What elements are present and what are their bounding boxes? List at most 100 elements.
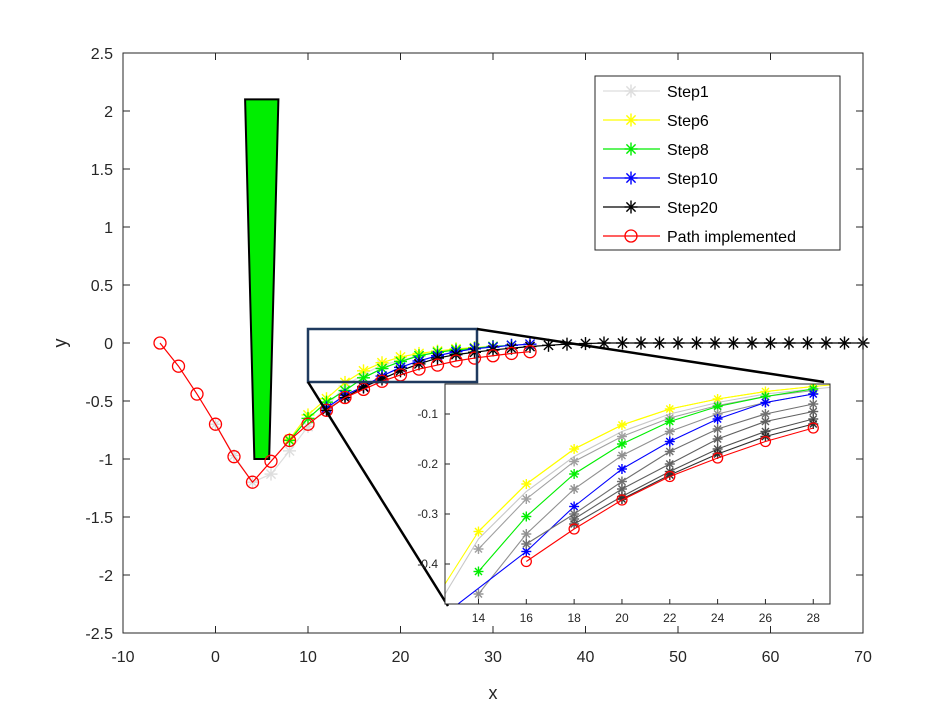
data-point: [431, 351, 444, 365]
data-point: [338, 390, 352, 405]
inset-data-point: [664, 426, 675, 437]
inset-data-point: [521, 546, 532, 557]
y-axis-label: y: [50, 339, 70, 348]
inset-x-tick-label: 24: [711, 611, 725, 625]
inset-data-point: [712, 434, 723, 444]
legend-label: Step1: [667, 84, 709, 101]
data-point: [449, 354, 463, 368]
inset-data-point: [712, 414, 723, 424]
data-point: [671, 336, 685, 350]
data-point: [153, 336, 167, 350]
inset-data-point: [808, 389, 819, 399]
data-point: [708, 336, 722, 350]
inset-data-point: [760, 397, 771, 408]
inset-data-point: [616, 439, 627, 449]
inset-x-tick-label: 22: [663, 611, 677, 625]
legend-marker: [624, 200, 638, 214]
inset-series-curve: [569, 414, 819, 529]
data-point: [375, 362, 389, 376]
legend-marker: [624, 113, 638, 127]
data-point: [523, 345, 537, 359]
main-ticks: -10 0 10 20 30 40 50 60 70 -2.5 -2 -1.5 -1 -0.5 0 0.5 1 1…: [85, 46, 872, 666]
inset-axes: 14 16 18 20 22 24 26 28 -0.4 -0.3 -0.2 -0.1: [417, 383, 831, 625]
data-point: [504, 346, 519, 361]
data-point: [838, 336, 851, 350]
y-tick-label: 1: [104, 220, 113, 237]
inset-y-tick-label: -0.2: [417, 457, 438, 471]
zoom-connector-top: [476, 327, 825, 384]
inset-data-point: [712, 424, 723, 434]
x-tick-label: 10: [299, 649, 317, 666]
inset-data-point: [616, 464, 627, 474]
inset-series-line: [478, 393, 814, 595]
y-tick-label: -1: [99, 452, 113, 469]
y-tick-label: 2.5: [91, 46, 113, 63]
inset-series-curve: [520, 422, 819, 568]
series-path-implemented: [153, 336, 537, 489]
inset-data-point: [521, 539, 532, 549]
inset-data-point: [664, 404, 675, 414]
data-point: [634, 336, 648, 350]
data-point: [505, 341, 518, 355]
inset-plot-area: [445, 384, 830, 604]
inset-data-point: [521, 479, 532, 489]
inset-series-curve: [445, 386, 830, 595]
x-axis-label: x: [489, 683, 498, 703]
inset-x-tick-label: 20: [615, 611, 629, 625]
inset-data-point: [569, 456, 580, 467]
data-point: [264, 454, 278, 468]
inset-series-line: [457, 393, 814, 604]
inset-x-tick-label: 28: [807, 611, 821, 625]
legend-label: Step8: [667, 142, 709, 159]
inset-series-line: [478, 388, 814, 572]
data-point: [745, 336, 759, 350]
y-tick-label: -1.5: [85, 510, 113, 527]
data-point: [227, 450, 241, 464]
x-tick-label: 70: [854, 649, 872, 666]
inset-data-point: [711, 452, 724, 464]
inset-data-point: [473, 544, 484, 554]
inset-data-point: [569, 469, 580, 479]
x-tick-label: 40: [577, 649, 595, 666]
x-tick-label: 30: [484, 649, 502, 666]
inset-data-point: [521, 494, 532, 504]
x-tick-label: -10: [111, 649, 134, 666]
main-series-layer: [153, 336, 870, 489]
inset-series: [445, 384, 830, 604]
y-tick-label: -0.5: [85, 394, 113, 411]
inset-y-tick-label: -0.3: [417, 507, 438, 521]
data-point: [171, 359, 186, 373]
inset-y-tick-label: -0.4: [417, 557, 438, 571]
inset-series-line: [445, 386, 830, 595]
inset-data-point: [712, 394, 723, 404]
data-point: [282, 433, 297, 448]
inset-data-point: [473, 566, 484, 577]
inset-axes-box: [444, 383, 831, 605]
inset-data-point: [807, 422, 819, 434]
legend: Step1 Step6 Step8 Step10 Step20 Path implemen…: [594, 75, 841, 251]
legend-label: Path implemented: [667, 229, 796, 246]
inset-series-curve: [473, 384, 819, 537]
inset-data-point: [760, 416, 771, 427]
inset-series-line: [525, 427, 814, 562]
inset-data-point: [760, 409, 771, 419]
inset-x-tick-label: 26: [759, 611, 773, 625]
data-point: [523, 339, 537, 353]
legend-entry: Path implemented: [603, 229, 796, 246]
inset-data-point: [664, 416, 675, 427]
data-point: [430, 358, 445, 372]
x-tick-label: 0: [211, 649, 220, 666]
data-point: [653, 336, 666, 350]
y-tick-label: 0: [104, 336, 113, 353]
inset-data-point: [664, 470, 676, 483]
inset-x-tick-label: 18: [567, 611, 581, 625]
data-point: [467, 351, 482, 365]
data-point: [819, 336, 833, 350]
legend-marker: [624, 229, 638, 243]
data-point: [579, 337, 592, 351]
legend-entry: Step8: [603, 142, 709, 159]
inset-x-tick-label: 14: [472, 611, 486, 625]
inset-data-point: [520, 555, 532, 568]
zoom-box: [306, 327, 479, 384]
data-point: [245, 475, 260, 489]
